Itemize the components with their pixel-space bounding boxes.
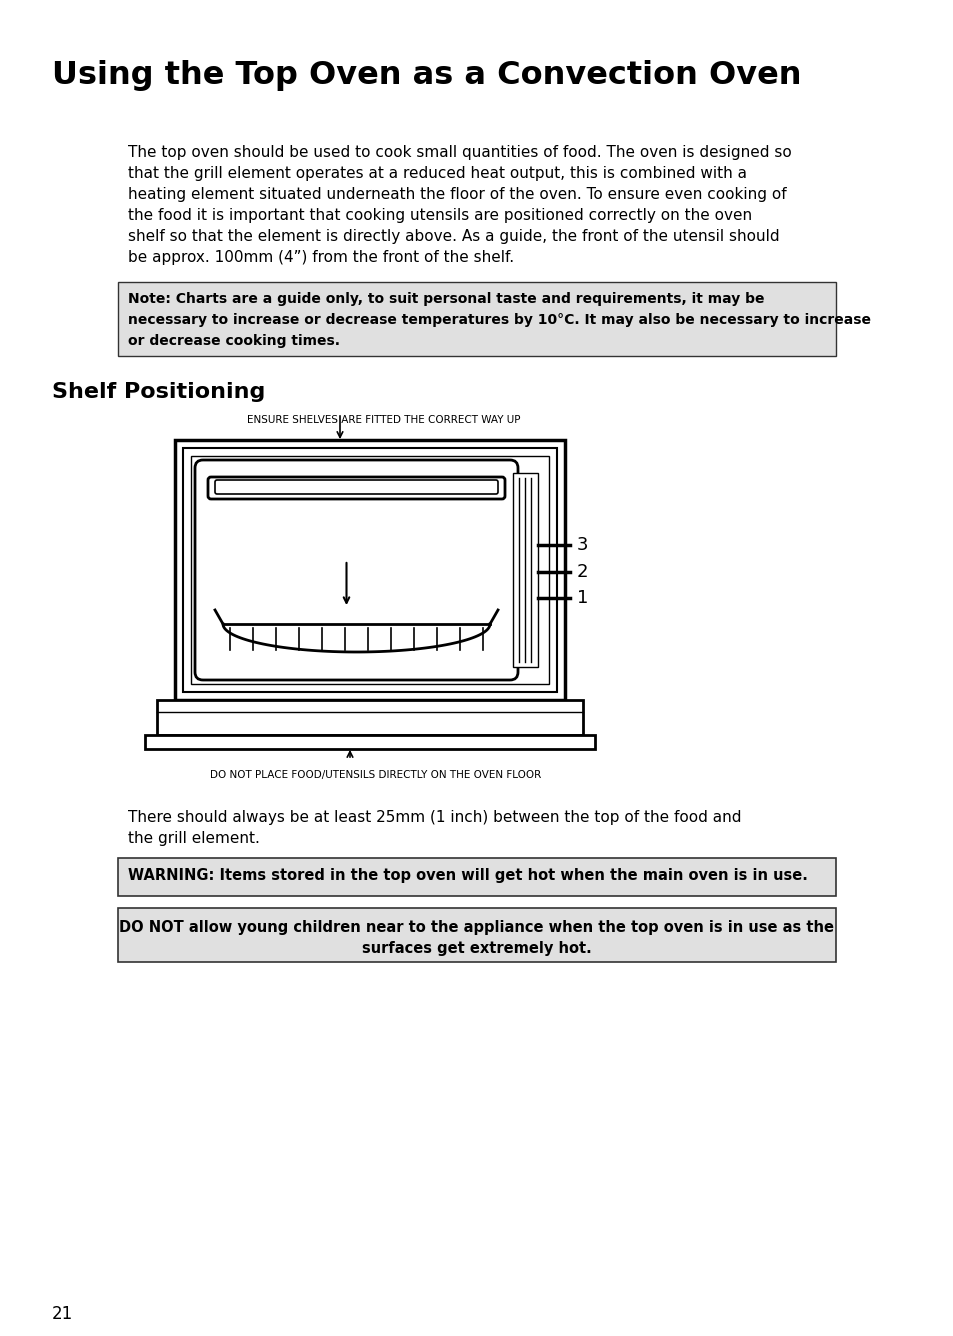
Text: heating element situated underneath the floor of the oven. To ensure even cookin: heating element situated underneath the … bbox=[128, 187, 786, 202]
Bar bbox=[191, 456, 548, 684]
Text: There should always be at least 25mm (1 inch) between the top of the food and: There should always be at least 25mm (1 … bbox=[128, 810, 740, 826]
Text: 1: 1 bbox=[577, 589, 588, 607]
Text: Shelf Positioning: Shelf Positioning bbox=[52, 382, 265, 402]
Bar bbox=[145, 735, 595, 749]
Text: The top oven should be used to cook small quantities of food. The oven is design: The top oven should be used to cook smal… bbox=[128, 146, 791, 160]
Text: the food it is important that cooking utensils are positioned correctly on the o: the food it is important that cooking ut… bbox=[128, 208, 751, 223]
Text: Using the Top Oven as a Convection Oven: Using the Top Oven as a Convection Oven bbox=[52, 60, 801, 91]
Text: Note: Charts are a guide only, to suit personal taste and requirements, it may b: Note: Charts are a guide only, to suit p… bbox=[128, 293, 763, 306]
Text: or decrease cooking times.: or decrease cooking times. bbox=[128, 334, 339, 347]
Bar bbox=[183, 448, 557, 692]
Text: WARNING: Items stored in the top oven will get hot when the main oven is in use.: WARNING: Items stored in the top oven wi… bbox=[128, 868, 807, 883]
Text: the grill element.: the grill element. bbox=[128, 831, 259, 846]
Bar bbox=[157, 700, 582, 735]
Text: 2: 2 bbox=[577, 562, 588, 581]
Text: ENSURE SHELVES ARE FITTED THE CORRECT WAY UP: ENSURE SHELVES ARE FITTED THE CORRECT WA… bbox=[247, 415, 520, 425]
Text: DO NOT allow young children near to the appliance when the top oven is in use as: DO NOT allow young children near to the … bbox=[119, 921, 834, 935]
FancyBboxPatch shape bbox=[208, 477, 504, 500]
Text: 3: 3 bbox=[577, 536, 588, 554]
Text: that the grill element operates at a reduced heat output, this is combined with : that the grill element operates at a red… bbox=[128, 166, 746, 180]
Text: 21: 21 bbox=[52, 1305, 73, 1323]
Text: shelf so that the element is directly above. As a guide, the front of the utensi: shelf so that the element is directly ab… bbox=[128, 228, 779, 244]
Bar bbox=[174, 440, 564, 700]
Text: surfaces get extremely hot.: surfaces get extremely hot. bbox=[362, 941, 591, 957]
FancyBboxPatch shape bbox=[194, 460, 517, 680]
Bar bbox=[118, 908, 835, 962]
Bar bbox=[118, 858, 835, 896]
Bar bbox=[118, 282, 835, 355]
Text: be approx. 100mm (4”) from the front of the shelf.: be approx. 100mm (4”) from the front of … bbox=[128, 250, 514, 265]
Bar bbox=[513, 473, 537, 667]
Text: DO NOT PLACE FOOD/UTENSILS DIRECTLY ON THE OVEN FLOOR: DO NOT PLACE FOOD/UTENSILS DIRECTLY ON T… bbox=[210, 770, 540, 780]
FancyBboxPatch shape bbox=[214, 480, 497, 494]
Text: necessary to increase or decrease temperatures by 10°C. It may also be necessary: necessary to increase or decrease temper… bbox=[128, 313, 870, 327]
